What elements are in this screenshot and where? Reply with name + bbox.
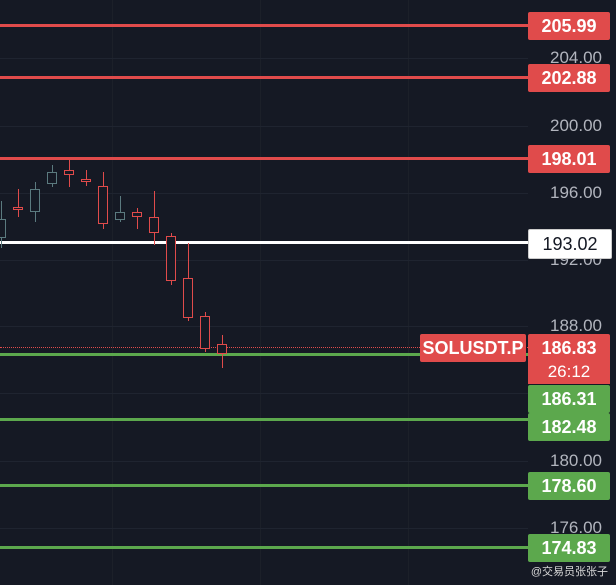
h-gridline — [0, 260, 528, 261]
current-price-line — [0, 347, 528, 348]
candle-body — [81, 178, 91, 183]
level-tag[interactable]: 186.31 — [528, 385, 610, 413]
candle-body — [149, 216, 159, 233]
level-tag[interactable]: 202.88 — [528, 64, 610, 92]
candle-body — [183, 277, 193, 318]
level-tag[interactable]: 178.60 — [528, 472, 610, 500]
support-line[interactable] — [0, 484, 528, 487]
candle-body — [200, 315, 210, 349]
v-gridline — [408, 0, 409, 585]
h-gridline — [0, 126, 528, 127]
resistance-line[interactable] — [0, 76, 528, 79]
v-gridline — [112, 0, 113, 585]
candle-body — [166, 236, 176, 282]
v-gridline — [260, 0, 261, 585]
h-gridline — [0, 326, 528, 327]
h-gridline — [0, 193, 528, 194]
axis-tick: 196.00 — [550, 183, 602, 202]
axis-tick: 180.00 — [550, 451, 602, 470]
bar-countdown: 26:12 — [528, 360, 610, 384]
h-gridline — [0, 528, 528, 529]
symbol-label: SOLUSDT.P — [420, 334, 526, 362]
candle-body — [0, 218, 6, 238]
h-gridline — [0, 58, 528, 59]
h-gridline — [0, 461, 528, 462]
level-tag[interactable]: 193.02 — [528, 229, 612, 259]
support-line[interactable] — [0, 546, 528, 549]
candle-body — [132, 211, 142, 217]
axis-tick: 188.00 — [550, 316, 602, 335]
level-tag[interactable]: 182.48 — [528, 413, 610, 441]
level-tag[interactable]: 198.01 — [528, 145, 610, 173]
current-price-tag: 186.83 — [528, 334, 610, 362]
support-line[interactable] — [0, 353, 528, 356]
watermark: @交易员张张子 — [530, 566, 608, 578]
candle-body — [47, 171, 57, 184]
level-tag[interactable]: 174.83 — [528, 534, 610, 562]
candle-body — [217, 343, 227, 355]
resistance-line[interactable] — [0, 24, 528, 27]
level-tag[interactable]: 205.99 — [528, 12, 610, 40]
candle-body — [64, 170, 74, 176]
pivot-line[interactable] — [0, 241, 528, 244]
candle-body — [115, 211, 125, 221]
h-gridline — [0, 393, 528, 394]
resistance-line[interactable] — [0, 157, 528, 160]
axis-tick: 204.00 — [550, 48, 602, 67]
candle-wick — [120, 196, 121, 223]
candle-body — [13, 206, 23, 211]
candle-wick — [18, 189, 19, 217]
candle-wick — [137, 208, 138, 230]
axis-tick: 176.00 — [550, 518, 602, 537]
candle-body — [30, 189, 40, 212]
candle-wick — [86, 170, 87, 186]
candle-body — [98, 185, 108, 224]
support-line[interactable] — [0, 418, 528, 421]
axis-tick: 200.00 — [550, 116, 602, 135]
